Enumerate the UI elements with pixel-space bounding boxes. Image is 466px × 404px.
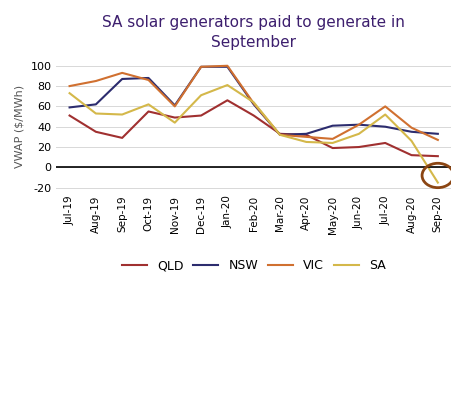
- SA: [303, 139, 309, 144]
- VIC: [119, 70, 125, 75]
- NSW: [172, 103, 178, 108]
- NSW: [93, 102, 99, 107]
- VIC: [409, 125, 414, 130]
- NSW: [303, 131, 309, 136]
- NSW: [119, 76, 125, 81]
- Legend: QLD, NSW, VIC, SA: QLD, NSW, VIC, SA: [117, 255, 391, 278]
- Y-axis label: VWAP ($/MWh): VWAP ($/MWh): [15, 85, 25, 168]
- VIC: [199, 64, 204, 69]
- QLD: [383, 141, 388, 145]
- NSW: [435, 131, 441, 136]
- NSW: [277, 133, 283, 137]
- VIC: [356, 122, 362, 127]
- VIC: [383, 104, 388, 109]
- SA: [119, 112, 125, 117]
- NSW: [146, 76, 151, 80]
- SA: [225, 83, 230, 88]
- QLD: [409, 153, 414, 158]
- QLD: [67, 113, 72, 118]
- QLD: [277, 131, 283, 136]
- NSW: [67, 105, 72, 110]
- SA: [277, 133, 283, 137]
- VIC: [225, 63, 230, 68]
- Line: NSW: NSW: [69, 67, 438, 135]
- QLD: [199, 113, 204, 118]
- SA: [146, 102, 151, 107]
- VIC: [67, 84, 72, 88]
- QLD: [93, 129, 99, 134]
- Line: QLD: QLD: [69, 100, 438, 156]
- SA: [93, 111, 99, 116]
- NSW: [383, 124, 388, 129]
- QLD: [303, 133, 309, 137]
- QLD: [356, 145, 362, 149]
- NSW: [409, 129, 414, 134]
- SA: [199, 93, 204, 98]
- VIC: [277, 133, 283, 137]
- NSW: [225, 64, 230, 69]
- VIC: [435, 137, 441, 142]
- Title: SA solar generators paid to generate in
September: SA solar generators paid to generate in …: [102, 15, 405, 50]
- SA: [409, 139, 414, 143]
- VIC: [251, 101, 256, 106]
- QLD: [146, 109, 151, 114]
- VIC: [172, 104, 178, 109]
- QLD: [251, 113, 256, 118]
- QLD: [172, 115, 178, 120]
- SA: [435, 180, 441, 185]
- SA: [67, 91, 72, 96]
- QLD: [119, 135, 125, 140]
- VIC: [330, 137, 336, 141]
- SA: [172, 120, 178, 125]
- VIC: [93, 79, 99, 84]
- SA: [330, 141, 336, 145]
- Line: VIC: VIC: [69, 66, 438, 140]
- SA: [251, 100, 256, 105]
- Line: SA: SA: [69, 85, 438, 183]
- VIC: [303, 135, 309, 139]
- SA: [356, 131, 362, 136]
- QLD: [330, 145, 336, 150]
- NSW: [251, 102, 256, 107]
- SA: [383, 112, 388, 117]
- QLD: [435, 154, 441, 159]
- NSW: [199, 64, 204, 69]
- QLD: [225, 98, 230, 103]
- NSW: [356, 122, 362, 127]
- VIC: [146, 78, 151, 82]
- NSW: [330, 123, 336, 128]
